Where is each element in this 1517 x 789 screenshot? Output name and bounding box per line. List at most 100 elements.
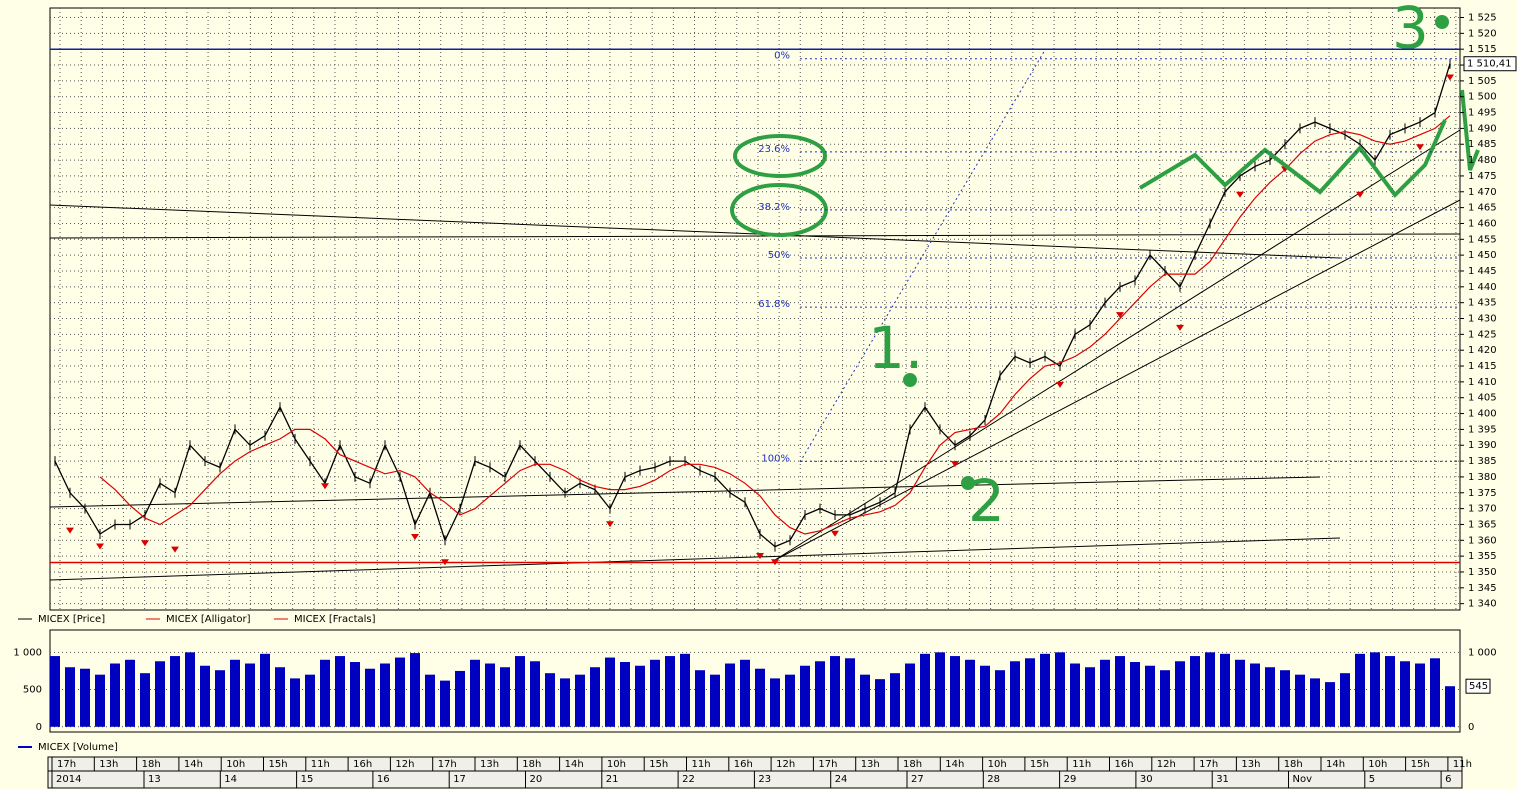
hour-label: 10h xyxy=(607,759,626,770)
volume-bar xyxy=(110,663,120,727)
y-tick-label: 1 450 xyxy=(1468,250,1497,261)
y-tick-label: 1 445 xyxy=(1468,266,1497,277)
volume-bar xyxy=(335,656,345,727)
fractal xyxy=(1416,144,1424,151)
hour-label: 18h xyxy=(522,759,541,770)
volume-bar xyxy=(1085,667,1095,727)
hour-label: 10h xyxy=(226,759,245,770)
volume-bar xyxy=(65,667,75,727)
volume-bar xyxy=(1175,661,1185,727)
volume-bar xyxy=(1040,653,1050,727)
volume-bar xyxy=(1355,653,1365,727)
volume-bar xyxy=(410,653,420,727)
volume-bar xyxy=(440,680,450,727)
y-tick-label: 1 430 xyxy=(1468,314,1497,325)
y-tick-label: 1 435 xyxy=(1468,298,1497,309)
hour-label: 11h xyxy=(692,759,711,770)
volume-bar xyxy=(1385,656,1395,727)
volume-bar xyxy=(395,657,405,727)
fractal xyxy=(411,533,419,540)
volume-bar xyxy=(1055,652,1065,727)
date-label: 5 xyxy=(1369,774,1375,785)
date-label: 21 xyxy=(606,774,619,785)
volume-bar xyxy=(710,674,720,727)
fractal xyxy=(831,530,839,537)
volume-bar xyxy=(1400,661,1410,727)
volume-bar xyxy=(1205,652,1215,727)
volume-bar xyxy=(1370,652,1380,727)
hour-label: 17h xyxy=(438,759,457,770)
fib-label: 38.2% xyxy=(758,202,790,213)
volume-bar xyxy=(1160,670,1170,727)
hour-label: 12h xyxy=(776,759,795,770)
volume-bar xyxy=(1235,659,1245,727)
volume-bar xyxy=(1280,670,1290,727)
fractal xyxy=(1356,191,1364,198)
hour-label: 18h xyxy=(903,759,922,770)
volume-bar xyxy=(1415,663,1425,727)
volume-bar xyxy=(935,652,945,727)
volume-bar xyxy=(1025,658,1035,727)
volume-bar xyxy=(1340,673,1350,727)
date-label: 15 xyxy=(301,774,314,785)
fractal xyxy=(96,543,104,550)
y-tick-label: 1 385 xyxy=(1468,456,1497,467)
date-label: Nov xyxy=(1293,774,1313,785)
volume-bar xyxy=(50,656,60,727)
fractal xyxy=(321,483,329,490)
volume-bar xyxy=(215,670,225,727)
volume-bar xyxy=(665,656,675,727)
y-tick-label: 1 525 xyxy=(1468,13,1497,24)
hour-label: 11h xyxy=(1453,759,1472,770)
y-tick-label: 1 455 xyxy=(1468,234,1497,245)
legend-label: MICEX [Alligator] xyxy=(166,614,251,625)
volume-bar xyxy=(920,653,930,727)
volume-bar xyxy=(605,657,615,727)
volume-bar xyxy=(890,673,900,727)
hour-label: 17h xyxy=(1199,759,1218,770)
y-tick-label: 1 410 xyxy=(1468,377,1497,388)
hour-label: 18h xyxy=(1284,759,1303,770)
date-label: 24 xyxy=(835,774,848,785)
last-price-label: 1 510,41 xyxy=(1467,59,1512,70)
last-price-box xyxy=(1463,56,1517,72)
hour-label: 16h xyxy=(734,759,753,770)
date-label: 23 xyxy=(758,774,771,785)
y-tick-label: 1 420 xyxy=(1468,345,1497,356)
y-tick-label: 1 500 xyxy=(1468,92,1497,103)
fractal xyxy=(171,546,179,553)
y-tick-label: 1 440 xyxy=(1468,282,1497,293)
y-tick-label: 1 340 xyxy=(1468,599,1497,610)
volume-bar xyxy=(1250,663,1260,727)
y-tick-label: 1 400 xyxy=(1468,409,1497,420)
fractal xyxy=(1176,324,1184,331)
volume-bar xyxy=(1430,658,1440,727)
hour-label: 16h xyxy=(353,759,372,770)
y-tick-label: 1 415 xyxy=(1468,361,1497,372)
hour-label: 14h xyxy=(184,759,203,770)
hour-label: 10h xyxy=(1368,759,1387,770)
date-label: 17 xyxy=(453,774,466,785)
annotation: 2 xyxy=(968,467,1005,535)
date-label: 31 xyxy=(1216,774,1229,785)
date-label: 14 xyxy=(224,774,237,785)
hour-label: 12h xyxy=(395,759,414,770)
hour-label: 12h xyxy=(1157,759,1176,770)
fractal xyxy=(1116,312,1124,319)
hour-label: 13h xyxy=(861,759,880,770)
hour-label: 15h xyxy=(649,759,668,770)
volume-bar xyxy=(770,678,780,727)
volume-bar xyxy=(80,668,90,727)
volume-bar xyxy=(125,659,135,727)
volume-bar xyxy=(1220,653,1230,727)
y-tick-label: 1 485 xyxy=(1468,139,1497,150)
last-volume-label: 545 xyxy=(1469,681,1488,692)
y-tick-label: 1 370 xyxy=(1468,504,1497,515)
y-tick-label: 1 425 xyxy=(1468,329,1497,340)
y-tick-label: 1 470 xyxy=(1468,187,1497,198)
volume-bar xyxy=(1445,686,1455,727)
fractal xyxy=(141,540,149,547)
volume-bar xyxy=(965,659,975,727)
volume-bar xyxy=(575,674,585,727)
y-tick-label: 0 xyxy=(36,722,42,733)
